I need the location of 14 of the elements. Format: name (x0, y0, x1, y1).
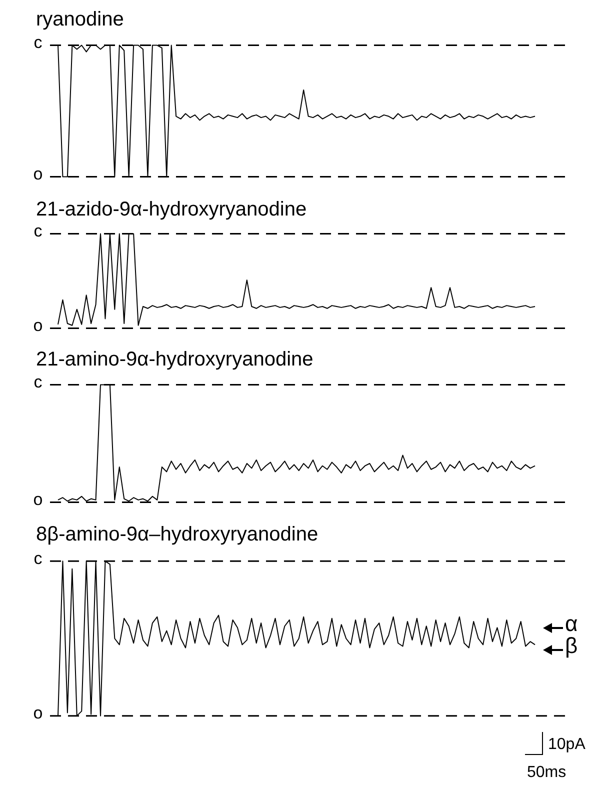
ref-line-label: c (34, 372, 43, 392)
chart-title: 21-amino-9α-hydroxyryanodine (36, 348, 314, 371)
chart-title: ryanodine (36, 8, 124, 31)
chart-title: 21-azido-9α-hydroxyryanodine (36, 198, 307, 221)
chart-title: 8β-amino-9α–hydroxyryanodine (36, 524, 318, 546)
ref-line-label: o (33, 316, 43, 335)
ref-line-label: c (34, 548, 43, 568)
ref-line-label: c (34, 32, 43, 52)
ref-line-label: c (34, 221, 43, 240)
text: 10pA (548, 736, 586, 754)
text: 50ms (527, 764, 566, 782)
ref-line-label: o (33, 704, 43, 722)
ref-line-label: o (33, 490, 43, 509)
ref-line-label: o (33, 164, 43, 184)
